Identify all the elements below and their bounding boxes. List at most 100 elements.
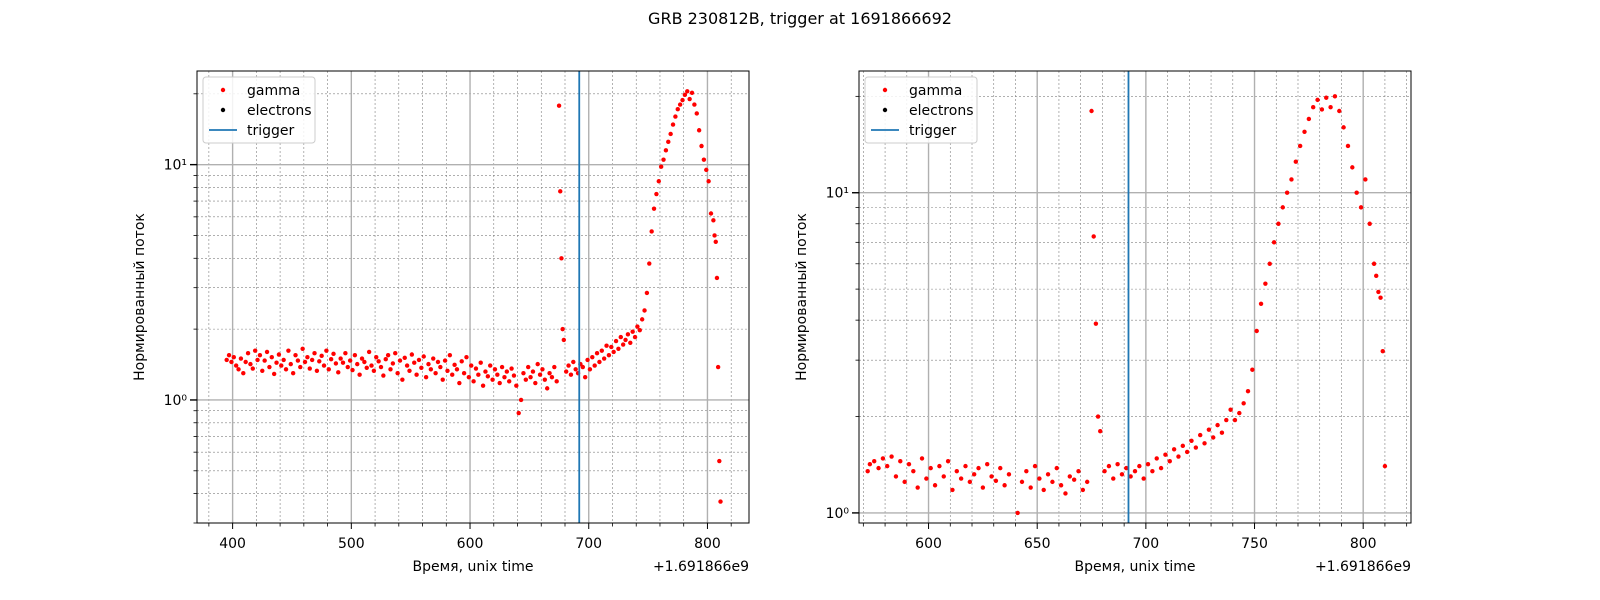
gamma-point	[336, 370, 341, 375]
gamma-point	[872, 459, 877, 464]
gamma-point	[976, 465, 981, 471]
legend-gamma-marker	[220, 87, 226, 93]
right-chart-panel: 600 650 700 750 800 10⁰ 10¹ Время, unix time Нор…	[794, 70, 1412, 575]
legend: gamma electrons trigger	[202, 76, 316, 144]
x-tick-label: 500	[338, 536, 365, 552]
gamma-point	[554, 379, 559, 384]
gamma-point	[713, 239, 718, 244]
gamma-point	[1167, 459, 1172, 464]
gamma-point	[1206, 427, 1212, 432]
gamma-point	[393, 351, 398, 356]
gamma-point	[283, 367, 289, 372]
x-tick-label: 750	[1241, 536, 1268, 552]
gamma-point	[317, 359, 322, 364]
gamma-point	[1354, 190, 1359, 195]
gamma-point	[1245, 388, 1251, 394]
gamma-point	[585, 357, 590, 363]
gamma-point	[712, 233, 717, 238]
gamma-point	[692, 102, 697, 107]
gamma-point	[1076, 468, 1081, 474]
gamma-point	[620, 342, 626, 347]
gamma-point	[1119, 472, 1125, 477]
gamma-point	[1032, 463, 1038, 469]
gamma-point	[445, 368, 450, 374]
gamma-point	[587, 367, 593, 372]
legend-box	[864, 76, 978, 144]
gamma-point	[915, 485, 920, 490]
gamma-point	[395, 370, 400, 376]
gamma-point	[1271, 240, 1277, 245]
gamma-point	[421, 354, 426, 359]
gamma-point	[321, 363, 327, 368]
gamma-point	[504, 369, 510, 374]
gamma-point	[537, 372, 543, 377]
gamma-point	[1189, 438, 1194, 443]
gamma-point	[924, 476, 929, 481]
gamma-point	[549, 374, 555, 380]
gamma-point	[1019, 479, 1025, 485]
gamma-point	[264, 349, 270, 355]
gamma-point	[509, 366, 514, 371]
gamma-point	[1367, 221, 1372, 226]
gamma-point	[347, 358, 353, 363]
gamma-point	[383, 357, 388, 362]
gamma-point	[701, 157, 707, 162]
data-points	[224, 89, 723, 504]
gamma-point	[1124, 465, 1129, 471]
gamma-point	[450, 372, 455, 377]
gamma-point	[1050, 479, 1055, 485]
gamma-point	[1141, 476, 1146, 481]
gamma-point	[967, 479, 973, 485]
gamma-point	[1250, 367, 1255, 372]
gamma-point	[355, 361, 360, 367]
gamma-point	[300, 346, 305, 351]
gamma-point	[616, 346, 621, 351]
legend-gamma-marker	[882, 87, 888, 93]
gamma-point	[1289, 177, 1294, 182]
gamma-point	[1095, 414, 1101, 419]
gamma-point	[326, 367, 331, 372]
y-tick-label: 10⁰	[164, 393, 188, 409]
gamma-point	[1371, 261, 1377, 266]
gamma-point	[431, 356, 436, 361]
gamma-point	[637, 327, 642, 333]
gamma-point	[625, 332, 631, 337]
legend-trigger-label: trigger	[909, 123, 957, 139]
gamma-point	[699, 143, 704, 149]
gamma-point	[714, 275, 720, 281]
gamma-point	[366, 349, 372, 355]
gamma-point	[243, 359, 248, 365]
gamma-point	[911, 468, 916, 474]
gamma-point	[1158, 465, 1164, 471]
gamma-point	[231, 354, 236, 360]
gamma-point	[447, 352, 453, 358]
gamma-point	[293, 352, 298, 358]
legend-electrons-marker	[882, 107, 888, 113]
gamma-point	[364, 365, 369, 370]
gamma-point	[1254, 328, 1259, 334]
gamma-point	[675, 107, 680, 112]
gamma-point	[958, 476, 964, 481]
gamma-point	[556, 103, 562, 108]
gamma-point	[580, 364, 586, 370]
gamma-point	[464, 354, 469, 360]
gamma-point	[893, 474, 899, 479]
gamma-point	[865, 468, 870, 474]
gamma-point	[385, 352, 391, 358]
gamma-point	[466, 374, 472, 380]
gamma-point	[919, 456, 925, 461]
gamma-point	[1045, 472, 1051, 477]
gamma-point	[715, 364, 721, 370]
gamma-point	[369, 363, 374, 368]
gamma-point	[1089, 108, 1094, 114]
gamma-point	[613, 338, 619, 344]
gamma-point	[670, 122, 676, 127]
gamma-point	[476, 372, 481, 377]
gamma-point	[1071, 477, 1077, 482]
gamma-point	[255, 357, 260, 363]
gamma-point	[889, 454, 894, 459]
gamma-point	[682, 92, 688, 98]
gamma-point	[495, 372, 500, 377]
gamma-point	[658, 164, 664, 169]
